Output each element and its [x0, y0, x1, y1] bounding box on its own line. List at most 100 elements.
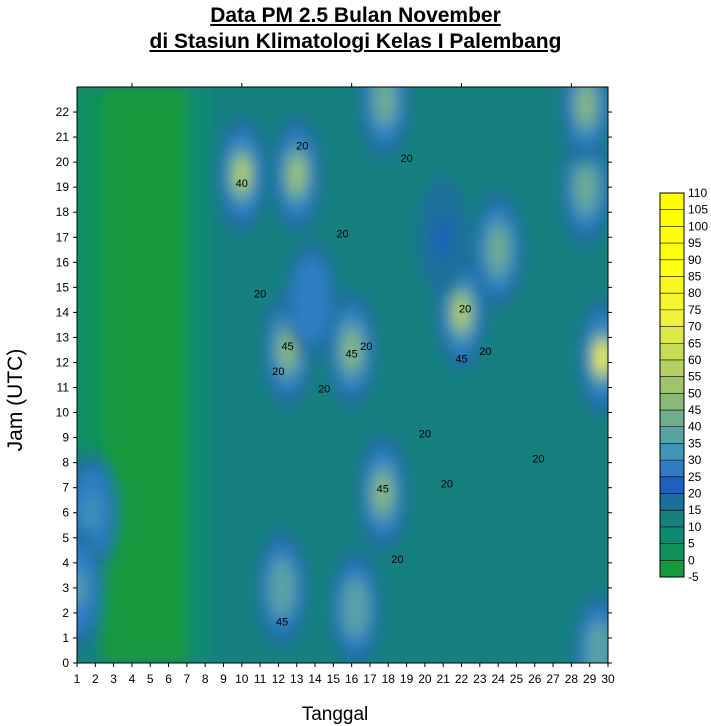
x-tick-label: 11 — [254, 672, 267, 686]
x-tick-label: 10 — [235, 672, 249, 686]
colorbar-swatch — [660, 426, 684, 444]
colorbar-label: 35 — [688, 436, 702, 450]
contour-label: 45 — [276, 616, 288, 628]
colorbar-label: 70 — [688, 320, 702, 334]
y-tick-label: 1 — [62, 631, 69, 645]
colorbar-swatch — [660, 543, 684, 561]
y-tick-label: 10 — [56, 406, 70, 420]
colorbar-label: 30 — [688, 453, 702, 467]
x-tick-label: 12 — [272, 672, 286, 686]
x-tick-label: 26 — [528, 672, 542, 686]
x-tick-label: 30 — [601, 672, 615, 686]
colorbar-swatch — [660, 243, 684, 260]
hotspot-13 — [83, 494, 100, 531]
x-tick-label: 23 — [473, 672, 487, 686]
x-axis-label: Tanggal — [302, 704, 369, 725]
colorbar-label: 55 — [688, 370, 702, 384]
x-tick-label: 21 — [437, 672, 451, 686]
x-tick-label: 13 — [290, 672, 304, 686]
colorbar-label: 15 — [688, 503, 702, 517]
hotspot-2 — [279, 331, 296, 368]
x-axis: 1 2 3 4 5 6 7 8 9 10 11 12 13 14 15 16 17 18 19 20 21 22 23 24 2… — [74, 83, 615, 686]
contour-label: 20 — [336, 228, 348, 240]
y-tick-label: 20 — [56, 155, 70, 169]
colorbar-swatch — [660, 376, 684, 394]
x-tick-label: 19 — [400, 672, 414, 686]
x-tick-label: 8 — [202, 672, 209, 686]
hotspot-6 — [594, 339, 608, 376]
x-tick-label: 7 — [184, 672, 191, 686]
x-tick-label: 22 — [455, 672, 469, 686]
contour-label: 45 — [346, 348, 358, 360]
y-tick-label: 18 — [56, 205, 70, 219]
colorbar-swatch — [660, 526, 684, 544]
y-tick-label: 17 — [56, 230, 70, 244]
colorbar-swatch — [660, 359, 684, 377]
contour-label: 40 — [236, 178, 248, 190]
y-tick-label: 11 — [57, 381, 70, 395]
contour-label: 20 — [391, 554, 403, 566]
colorbar-swatch — [660, 493, 684, 511]
hotspot-14 — [77, 569, 85, 606]
colorbar-swatch — [660, 476, 684, 494]
hotspot-3 — [343, 331, 360, 368]
x-tick-label: 27 — [546, 672, 560, 686]
contour-label: 45 — [281, 341, 293, 353]
colorbar-swatch — [660, 443, 684, 461]
x-tick-label: 14 — [308, 672, 322, 686]
x-tick-label: 25 — [510, 672, 524, 686]
x-tick-label: 4 — [129, 672, 136, 686]
colorbar-label: 5 — [688, 537, 695, 551]
colorbar-swatch — [660, 276, 684, 294]
hotspot-12 — [347, 589, 364, 626]
y-tick-label: 22 — [56, 105, 70, 119]
colorbar-label: 20 — [688, 487, 702, 501]
y-tick-label: 5 — [62, 531, 69, 545]
colorbar-swatch — [660, 460, 684, 477]
colorbar-label: 95 — [688, 236, 702, 250]
y-tick-label: 19 — [56, 180, 70, 194]
y-tick-label: 15 — [56, 280, 70, 294]
y-tick-label: 7 — [62, 481, 69, 495]
x-tick-label: 17 — [363, 672, 377, 686]
x-tick-label: 5 — [147, 672, 154, 686]
colorbar-label: -5 — [688, 570, 699, 584]
x-tick-label: 16 — [345, 672, 359, 686]
hotspot-8 — [578, 87, 594, 123]
hotspot-16 — [303, 281, 320, 318]
x-tick-label: 20 — [418, 672, 432, 686]
colorbar-swatch — [660, 226, 684, 244]
colorbar-label: 85 — [688, 269, 702, 283]
hotspot-10 — [490, 231, 506, 268]
colorbar-swatch — [660, 510, 684, 527]
y-tick-label: 14 — [56, 305, 70, 319]
colorbar-label: 60 — [688, 353, 702, 367]
colorbar-label: 110 — [688, 186, 707, 200]
colorbar-label: 75 — [688, 303, 702, 317]
contour-label: 20 — [318, 384, 330, 396]
hotspot-9 — [376, 87, 393, 118]
x-tick-label: 18 — [382, 672, 396, 686]
x-tick-label: 1 — [74, 672, 81, 686]
colorbar-swatch — [660, 343, 684, 360]
contour-label: 20 — [419, 429, 431, 441]
hotspot-0 — [233, 156, 250, 193]
colorbar-label: 45 — [688, 403, 702, 417]
hotspot-11 — [274, 569, 290, 606]
x-tick-label: 15 — [327, 672, 341, 686]
colorbar-label: 50 — [688, 386, 702, 400]
y-tick-label: 2 — [62, 606, 69, 620]
colorbar-label: 0 — [688, 553, 695, 567]
x-tick-label: 2 — [92, 672, 99, 686]
x-tick-label: 29 — [583, 672, 597, 686]
contour-label: 20 — [296, 141, 308, 153]
colorbar-swatch — [660, 209, 684, 227]
contour-label: 20 — [272, 366, 284, 378]
colorbar-swatch — [660, 410, 684, 427]
y-tick-label: 3 — [62, 581, 69, 595]
contour-label: 20 — [441, 479, 453, 491]
y-tick-label: 6 — [62, 506, 69, 520]
chart-title-line-1: Data PM 2.5 Bulan November — [210, 4, 501, 27]
